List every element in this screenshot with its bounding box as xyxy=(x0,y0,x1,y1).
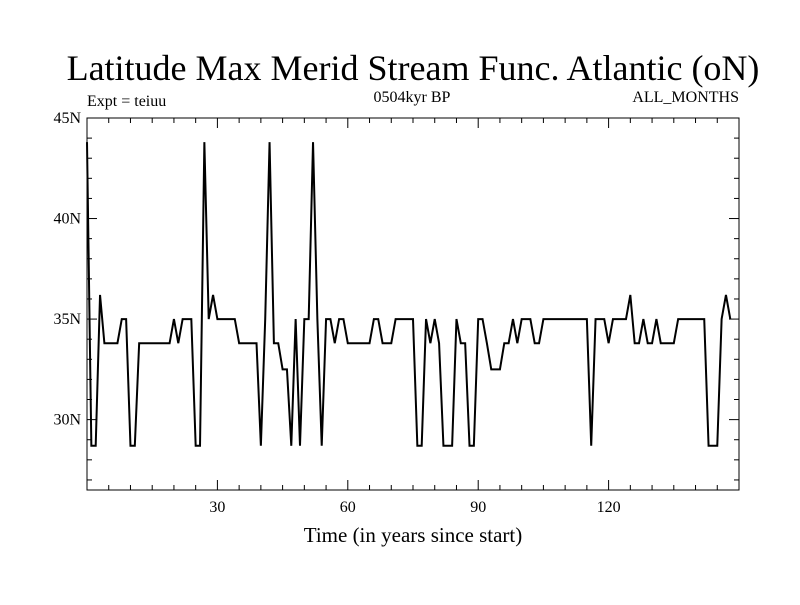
y-tick-label-2: 40N xyxy=(53,211,81,228)
subtitle-experiment: Expt = teiuu xyxy=(87,93,166,110)
chart-title: Latitude Max Merid Stream Func. Atlantic… xyxy=(67,48,760,88)
y-tick-labels: 30N 35N 40N 45N xyxy=(53,110,81,429)
x-tick-label-2: 90 xyxy=(470,499,486,516)
x-tick-label-0: 30 xyxy=(209,499,225,516)
plot-frame xyxy=(86,117,740,491)
x-axis-label: Time (in years since start) xyxy=(304,523,523,547)
series-line xyxy=(86,142,732,447)
y-tick-label-0: 30N xyxy=(53,412,81,429)
subtitle-period: 0504kyr BP xyxy=(374,89,451,106)
x-tick-label-3: 120 xyxy=(597,499,621,516)
subtitle-months: ALL_MONTHS xyxy=(632,89,739,106)
x-tick-labels: 30 60 90 120 xyxy=(209,499,620,516)
x-tick-label-1: 60 xyxy=(340,499,356,516)
major-ticks xyxy=(87,117,739,490)
y-tick-label-1: 35N xyxy=(53,311,81,328)
minor-ticks xyxy=(87,118,739,490)
y-tick-label-3: 45N xyxy=(53,110,81,127)
